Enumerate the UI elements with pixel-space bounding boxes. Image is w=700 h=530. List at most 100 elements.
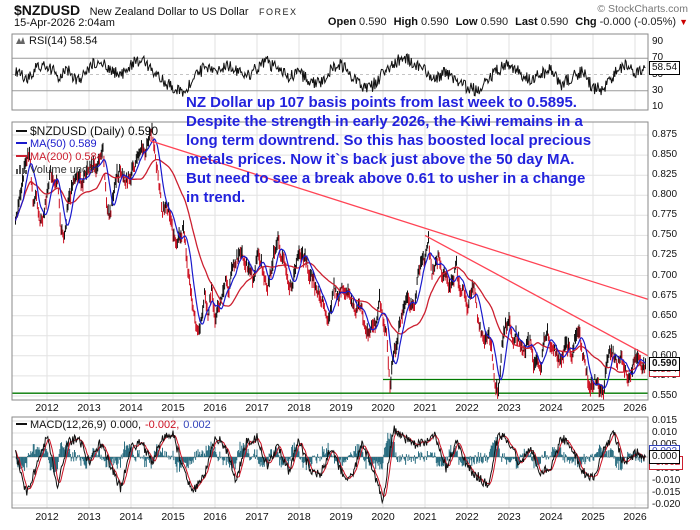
quote-strip: Open 0.590 High 0.590 Low 0.590 Last 0.590 Chg -0… <box>321 16 688 28</box>
last-label: Last <box>515 16 538 28</box>
open-label: Open <box>327 16 357 28</box>
price-axis-label: 0.875 <box>652 129 678 140</box>
price-axis-label: 0.750 <box>652 229 678 241</box>
volume-bars-icon <box>16 165 27 174</box>
chart-datetime: 15-Apr-2026 2:04am <box>14 17 115 29</box>
macd-axis-label: 0.015 <box>652 415 678 426</box>
year-axis-label: 2022 <box>455 511 479 523</box>
annotation-line: Despite the strength in early 2026, the … <box>186 113 583 130</box>
open-value: 0.590 <box>359 16 387 28</box>
year-axis-label: 2025 <box>581 511 605 523</box>
macd-axis-label: 0.005 <box>652 439 677 450</box>
ma50-line-icon <box>16 142 27 144</box>
year-axis-label: 2013 <box>77 511 101 523</box>
price-axis-label: 0.800 <box>652 189 678 201</box>
chg-value: -0.000 (-0.05%) <box>599 16 677 28</box>
legend-row-ma50: MA(50) 0.589 <box>16 138 158 151</box>
annotation-line: NZ Dollar up 107 basis points from last … <box>186 94 577 111</box>
year-axis-label: 2024 <box>539 402 563 414</box>
analyst-annotation: NZ Dollar up 107 basis points from last … <box>186 93 591 207</box>
year-axis-label: 2018 <box>287 402 311 414</box>
rsi-panel-icon <box>16 37 25 44</box>
year-axis-label: 2024 <box>539 511 563 523</box>
macd-value-tag: 0.000 <box>649 450 681 464</box>
last-value: 0.590 <box>540 16 569 28</box>
macd-hist-value: 0.002 <box>183 419 211 431</box>
price-axis-label: 0.550 <box>652 389 678 401</box>
rsi-axis-label: 90 <box>652 36 664 48</box>
rsi-axis-label: 30 <box>652 84 664 96</box>
legend-ma200-text: MA(200) 0.584 <box>30 151 103 163</box>
change-down-icon: ▼ <box>679 17 688 27</box>
year-axis-label: 2017 <box>245 511 269 523</box>
low-value: 0.590 <box>480 16 509 28</box>
rsi-label-text: RSI(14) 58.54 <box>29 35 98 47</box>
price-axis-label: 0.675 <box>652 289 678 301</box>
year-axis-label: 2020 <box>371 511 395 523</box>
price-axis-label: 0.775 <box>652 209 678 221</box>
annotation-line: But need to see a break above 0.61 to us… <box>186 170 586 187</box>
year-axis-label: 2014 <box>119 511 143 523</box>
high-label: High <box>393 16 419 28</box>
legend-row-price: $NZDUSD (Daily) 0.590 <box>16 125 158 138</box>
price-line-icon <box>16 130 27 132</box>
macd-axis-label: -0.010 <box>652 475 681 486</box>
legend-volume-text: Volume undef <box>30 164 98 176</box>
rsi-axis-label: 70 <box>652 52 664 64</box>
high-value: 0.590 <box>421 16 449 28</box>
copyright-text: © StockCharts.com <box>597 3 688 15</box>
rsi-value-tag: 58.54 <box>649 60 681 75</box>
chg-label: Chg <box>575 16 597 28</box>
year-axis-label: 2016 <box>203 402 227 414</box>
price-axis-label: 0.725 <box>652 249 678 261</box>
price-axis-label: 0.825 <box>652 169 678 181</box>
year-axis-label: 2016 <box>203 511 227 523</box>
ma200-line-icon <box>16 155 27 157</box>
low-label: Low <box>455 16 478 28</box>
macd-axis-label: -0.015 <box>652 487 681 498</box>
year-axis-label: 2025 <box>581 402 605 414</box>
price-axis-label: 0.625 <box>652 329 678 341</box>
year-axis-label: 2020 <box>371 402 395 414</box>
annotation-line: long term downtrend. So this has boosted… <box>186 132 592 149</box>
macd-line-icon <box>16 423 27 425</box>
year-axis-label: 2022 <box>455 402 479 414</box>
rsi-legend: RSI(14) 58.54 <box>16 35 97 47</box>
year-axis-label: 2021 <box>413 402 437 414</box>
price-last-tag: 0.590 <box>649 356 681 371</box>
annotation-line: metals prices. Now it`s back just above … <box>186 151 575 168</box>
year-axis-label: 2021 <box>413 511 437 523</box>
year-axis-label: 2019 <box>329 402 353 414</box>
price-legend: $NZDUSD (Daily) 0.590 MA(50) 0.589 MA(20… <box>16 125 158 177</box>
year-axis-label: 2012 <box>35 511 59 523</box>
year-axis-label: 2014 <box>119 402 143 414</box>
legend-row-volume: Volume undef <box>16 164 158 177</box>
exchange-label: FOREX <box>258 7 298 17</box>
price-axis-label: 0.700 <box>652 269 678 281</box>
year-axis-label: 2015 <box>161 402 185 414</box>
year-axis-label: 2018 <box>287 511 311 523</box>
year-axis-label: 2017 <box>245 402 269 414</box>
legend-ma50-text: MA(50) 0.589 <box>30 138 97 150</box>
year-axis-label: 2015 <box>161 511 185 523</box>
price-axis-label: 0.650 <box>652 309 678 321</box>
header: $NZDUSD New Zealand Dollar to US Dollar … <box>14 2 298 20</box>
year-axis-label: 2023 <box>497 402 521 414</box>
macd-axis-label: 0.010 <box>652 427 678 438</box>
year-axis-label: 2019 <box>329 511 353 523</box>
year-axis-label: 2026 <box>623 511 647 523</box>
macd-value: 0.000, <box>110 419 142 431</box>
macd-label-name: MACD(12,26,9) <box>30 419 107 431</box>
legend-row-ma200: MA(200) 0.584 <box>16 151 158 164</box>
year-axis-label: 2013 <box>77 402 101 414</box>
macd-signal-value: -0.002, <box>145 419 180 431</box>
price-axis-label: 0.850 <box>652 149 678 161</box>
year-axis-label: 2026 <box>623 402 647 414</box>
year-axis-label: 2012 <box>35 402 59 414</box>
price-axis-label: 0.600 <box>652 349 678 361</box>
rsi-axis-label: 10 <box>652 100 664 112</box>
year-axis-label: 2023 <box>497 511 521 523</box>
legend-price-text: $NZDUSD (Daily) 0.590 <box>30 124 159 138</box>
